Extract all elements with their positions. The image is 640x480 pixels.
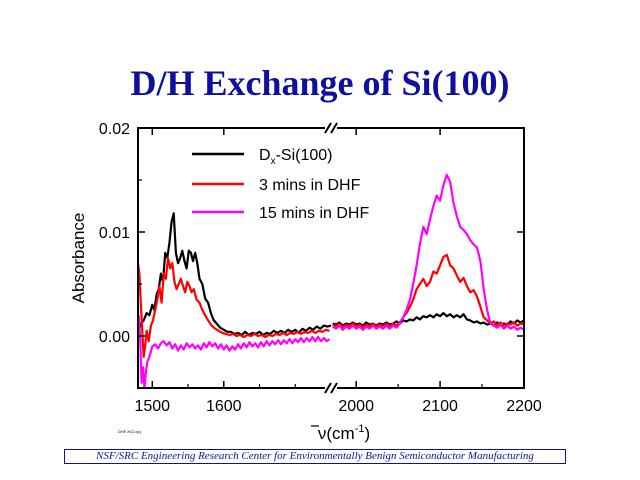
x-tick-label: 2100 bbox=[422, 398, 458, 415]
y-tick-label: 0.02 bbox=[99, 121, 130, 138]
x-tick-label: 1500 bbox=[134, 398, 170, 415]
axis-break-gap bbox=[325, 384, 337, 392]
footer-text: NSF/SRC Engineering Research Center for … bbox=[64, 449, 566, 464]
legend-label: Dx-Si(100) bbox=[259, 147, 332, 167]
x-tick-label: 1600 bbox=[206, 398, 242, 415]
legend-label: 15 mins in DHF bbox=[259, 205, 369, 222]
series-line-1-seg-1 bbox=[332, 253, 525, 329]
x-axis-label-symbol: ν bbox=[318, 424, 327, 443]
x-axis-label-exponent: -1 bbox=[355, 423, 365, 435]
axis-break-slash bbox=[324, 122, 332, 134]
series-line-2-seg-0 bbox=[137, 315, 331, 390]
series-line-1-seg-0 bbox=[136, 256, 330, 358]
axis-break-slash bbox=[324, 382, 332, 394]
x-tick-label: 2000 bbox=[338, 398, 374, 415]
y-axis-label: Absorbance bbox=[69, 213, 88, 304]
series-layer bbox=[136, 173, 525, 390]
y-tick-label: 0.00 bbox=[99, 329, 130, 346]
axis-break-slash bbox=[330, 382, 338, 394]
y-tick-label: 0.01 bbox=[99, 225, 130, 242]
x-axis-label: ν(cm-1) bbox=[318, 423, 370, 443]
series-line-0-seg-0 bbox=[137, 212, 332, 337]
x-axis-label-unit: (cm bbox=[326, 424, 354, 443]
x-axis-label-close: ) bbox=[364, 424, 370, 443]
series-line-2-seg-1 bbox=[332, 173, 525, 331]
legend: Dx-Si(100) 3 mins in DHF 15 mins in DHF bbox=[192, 147, 369, 222]
x-tick-label: 2200 bbox=[506, 398, 542, 415]
axis-break-slash bbox=[330, 122, 338, 134]
ticks-layer: 0.00 0.01 0.02 1500 1600 2000 2100 2200 bbox=[99, 121, 542, 415]
axis-break-marks bbox=[324, 122, 338, 394]
axis-break-gap bbox=[325, 124, 337, 132]
slide-title: D/H Exchange of Si(100) bbox=[130, 63, 510, 103]
legend-label: 3 mins in DHF bbox=[259, 177, 361, 194]
file-label: DHF-HCl.opj bbox=[118, 429, 141, 434]
